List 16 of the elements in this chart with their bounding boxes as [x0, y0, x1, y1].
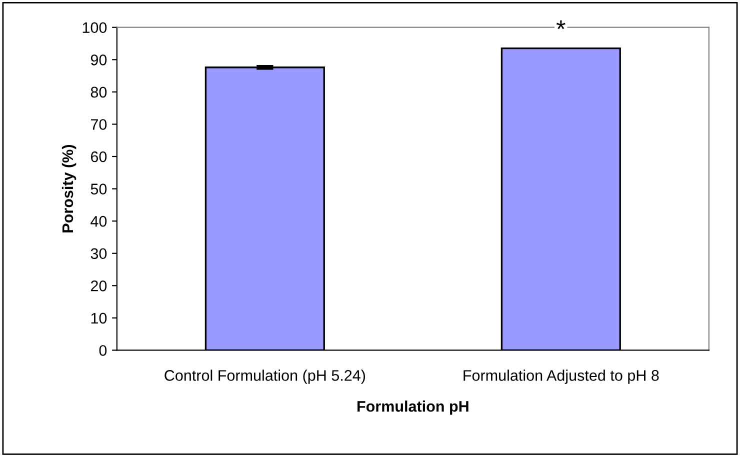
- y-tick-label: 60: [90, 151, 107, 162]
- y-tick-label: 70: [90, 119, 107, 130]
- y-tick-label: 40: [90, 216, 107, 227]
- y-tick-label: 90: [90, 54, 107, 66]
- y-tick-label: 20: [90, 280, 107, 292]
- y-tick-label: 30: [90, 248, 107, 260]
- y-tick-label: 0: [99, 345, 107, 356]
- y-tick-label: 10: [91, 312, 107, 324]
- y-tick-label: 100: [82, 22, 107, 34]
- y-tick-label: 80: [90, 86, 107, 98]
- x-tick-label: Formulation Adjusted to pH 8: [464, 370, 659, 384]
- x-axis-title: Formulation pH: [358, 400, 468, 415]
- y-axis-title: Porosity (%): [62, 144, 76, 232]
- annotation: *: [556, 20, 566, 30]
- x-tick-label: Control Formulation (pH 5.24): [164, 370, 366, 384]
- y-tick-label: 50: [90, 184, 107, 194]
